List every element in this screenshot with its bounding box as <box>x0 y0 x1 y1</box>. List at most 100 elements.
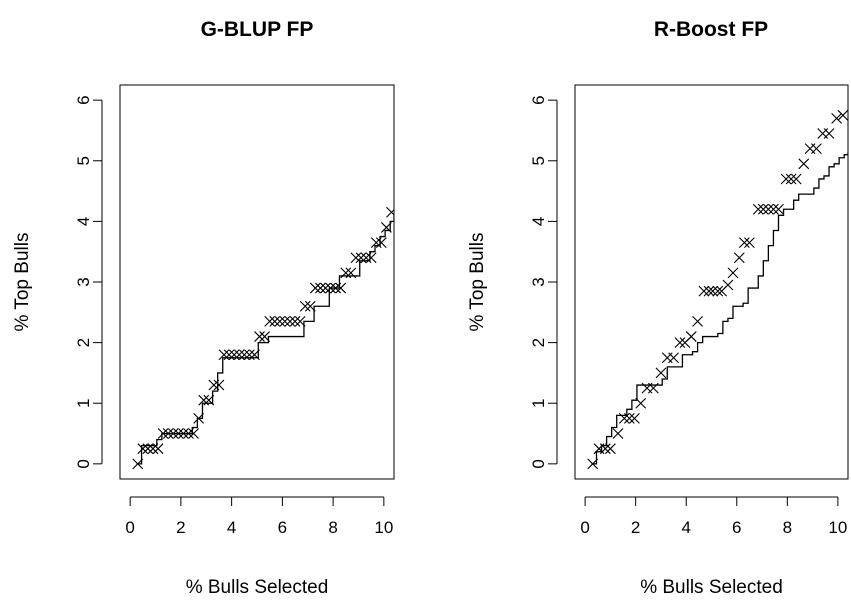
series-point <box>733 252 745 264</box>
y-tick-label: 2 <box>529 338 548 347</box>
series-point <box>203 394 215 406</box>
series-line <box>591 151 848 465</box>
series-point <box>712 285 724 297</box>
x-tick-label: 8 <box>328 518 337 537</box>
series-point <box>727 267 739 279</box>
series-point <box>142 443 154 455</box>
series-point <box>785 173 797 185</box>
series-point <box>172 428 184 439</box>
series-point <box>668 352 679 364</box>
series-point <box>294 316 306 327</box>
series-point <box>823 128 835 139</box>
series-point <box>703 285 715 297</box>
series-point <box>837 109 848 121</box>
x-tick-label: 2 <box>631 518 640 537</box>
series-point <box>629 412 640 424</box>
series-point <box>208 379 220 391</box>
series-point <box>635 397 647 409</box>
series-point <box>289 316 301 327</box>
x-axis-label: % Bulls Selected <box>640 577 783 596</box>
series-point <box>811 143 822 155</box>
y-tick-label: 4 <box>529 217 548 226</box>
series-point <box>132 458 144 470</box>
x-tick-label: 8 <box>783 518 792 537</box>
series-point <box>193 412 205 424</box>
series-point <box>233 349 245 361</box>
series-point <box>340 267 352 279</box>
y-tick-label: 5 <box>74 156 93 165</box>
series-point <box>707 285 719 297</box>
y-tick-label: 0 <box>74 459 93 468</box>
series-point <box>228 349 240 361</box>
x-tick-label: 6 <box>278 518 287 537</box>
x-tick-label: 0 <box>580 518 589 537</box>
series-point <box>722 279 734 291</box>
series-point <box>752 203 764 215</box>
plot-frame <box>119 84 395 480</box>
series-point <box>612 428 624 439</box>
series-point <box>623 412 635 424</box>
series-point <box>147 443 159 455</box>
series-point <box>345 267 357 279</box>
series-point <box>698 285 710 297</box>
series-point <box>738 237 750 248</box>
series-point <box>274 316 286 327</box>
series-point <box>259 331 270 342</box>
series-point <box>264 316 276 327</box>
series-point <box>157 428 169 439</box>
series-point <box>674 337 686 349</box>
y-tick-label: 6 <box>529 95 548 104</box>
plot-frame <box>574 84 849 480</box>
series-point <box>238 349 250 361</box>
series-point <box>218 349 230 361</box>
x-tick-label: 4 <box>227 518 236 537</box>
series-point <box>370 237 382 248</box>
series-point <box>757 203 769 215</box>
series-point <box>320 282 331 294</box>
series-point <box>244 349 255 361</box>
series-point <box>647 382 659 394</box>
y-tick-label: 6 <box>74 95 93 104</box>
chart-title: R-Boost FP <box>654 18 768 41</box>
series-point <box>350 252 362 264</box>
series-point <box>692 316 703 327</box>
series-point <box>655 367 667 379</box>
y-tick-label: 2 <box>74 338 93 347</box>
series-point <box>790 173 802 185</box>
series-point <box>360 252 372 264</box>
series-point <box>309 282 321 294</box>
series-point <box>284 316 296 327</box>
x-tick-label: 6 <box>732 518 741 537</box>
y-tick-label: 3 <box>529 277 548 286</box>
series-point <box>279 316 291 327</box>
series-point <box>768 203 779 215</box>
series-point <box>325 282 336 294</box>
series-point <box>587 458 599 470</box>
series-point <box>183 428 194 439</box>
series-point <box>249 349 260 361</box>
x-tick-label: 10 <box>374 518 393 537</box>
series-point <box>137 443 149 455</box>
series-point <box>381 222 392 233</box>
chart-title: G-BLUP FP <box>201 18 314 41</box>
y-tick-label: 4 <box>74 217 93 226</box>
series-point <box>178 428 189 439</box>
y-tick-label: 5 <box>529 156 548 165</box>
series-point <box>355 252 367 264</box>
y-tick-label: 0 <box>529 459 548 468</box>
series-point <box>744 237 755 248</box>
series-point <box>269 316 281 327</box>
x-tick-label: 0 <box>125 518 134 537</box>
series-point <box>167 428 179 439</box>
series-point <box>599 443 611 455</box>
y-axis-label: % Top Bulls <box>467 233 488 332</box>
y-tick-label: 1 <box>74 398 93 407</box>
series-point <box>152 443 164 455</box>
series-point <box>162 428 174 439</box>
plot-area <box>587 109 848 470</box>
y-axis-label: % Top Bulls <box>12 233 33 332</box>
series-point <box>798 158 810 170</box>
series-point <box>375 237 387 248</box>
series-point <box>831 112 843 124</box>
